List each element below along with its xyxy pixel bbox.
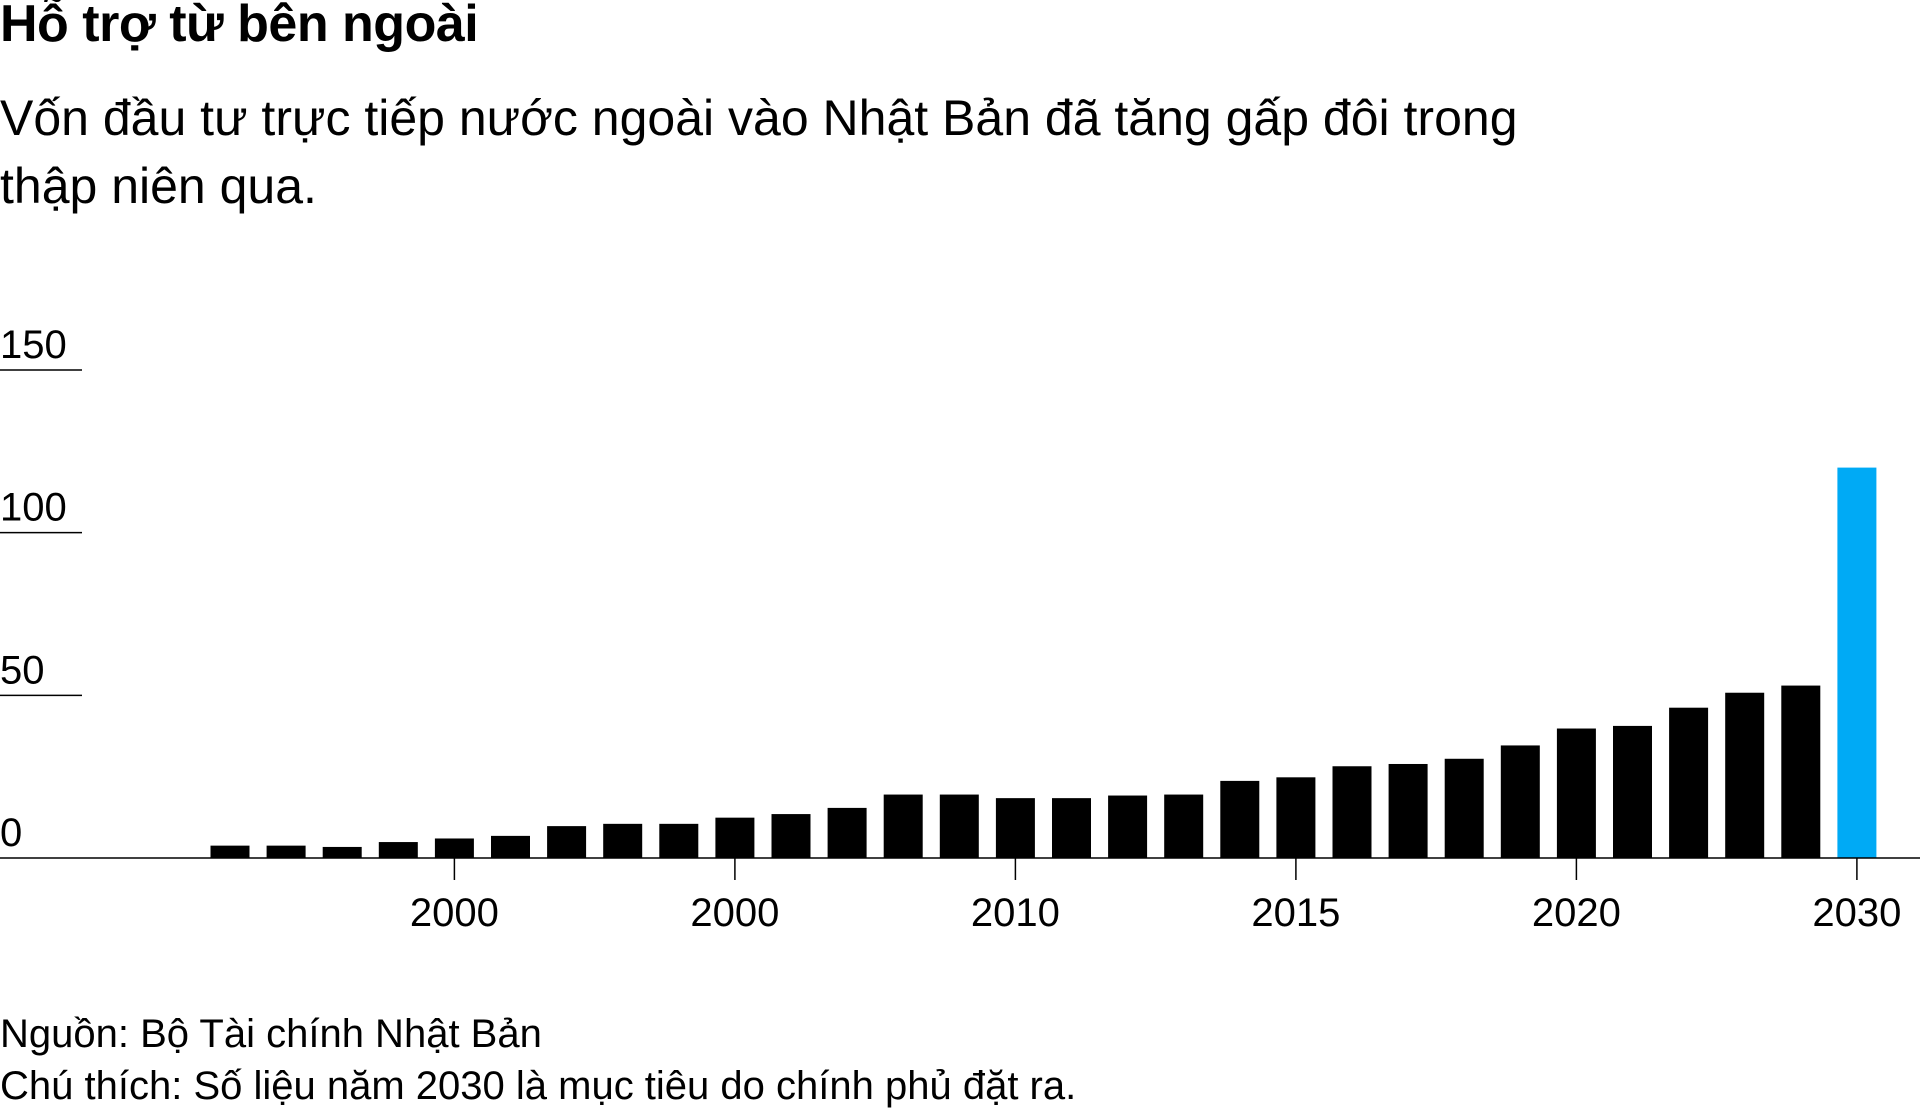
bar-target-2030 bbox=[1837, 467, 1877, 858]
y-tick-label: 150 bbox=[0, 323, 67, 367]
bar bbox=[1276, 777, 1316, 858]
bar bbox=[1108, 795, 1148, 858]
x-tick-label: 2010 bbox=[971, 891, 1060, 935]
bar bbox=[1556, 728, 1596, 858]
chart-title: Hỗ trợ từ bên ngoài bbox=[0, 0, 479, 53]
bar bbox=[883, 794, 923, 858]
x-tick-label: 2000 bbox=[690, 891, 779, 935]
bar bbox=[995, 798, 1035, 858]
x-tick-label: 2020 bbox=[1532, 891, 1621, 935]
bar bbox=[939, 794, 979, 858]
y-tick-label: 0 bbox=[0, 811, 22, 855]
bar bbox=[603, 823, 643, 858]
bar bbox=[266, 845, 306, 858]
bar bbox=[378, 842, 418, 858]
x-tick-label: 2015 bbox=[1251, 891, 1340, 935]
bar bbox=[1164, 794, 1204, 858]
x-tick-label: 2000 bbox=[410, 891, 499, 935]
bar bbox=[827, 807, 867, 858]
bar bbox=[771, 814, 811, 858]
bar bbox=[1500, 745, 1540, 858]
y-tick-label: 50 bbox=[0, 648, 45, 692]
bar bbox=[1781, 685, 1821, 858]
footnote: Chú thích: Số liệu năm 2030 là mục tiêu … bbox=[0, 1064, 1077, 1108]
x-tick-label: 2030 bbox=[1812, 891, 1901, 935]
bar bbox=[1332, 766, 1372, 858]
bar bbox=[1220, 780, 1260, 858]
bar bbox=[434, 838, 474, 858]
bar bbox=[715, 817, 755, 858]
bar bbox=[547, 826, 587, 858]
chart-subtitle: Vốn đầu tư trực tiếp nước ngoài vào Nhật… bbox=[0, 90, 1518, 214]
bar bbox=[1444, 758, 1484, 858]
bar bbox=[322, 846, 362, 858]
bar bbox=[1613, 725, 1652, 858]
bar bbox=[1052, 798, 1091, 858]
bar bbox=[1725, 692, 1765, 858]
bar bbox=[491, 835, 530, 858]
bar bbox=[659, 823, 699, 858]
y-tick-label: 100 bbox=[0, 486, 67, 530]
source-note: Nguồn: Bộ Tài chính Nhật Bản bbox=[0, 1012, 542, 1056]
bar bbox=[210, 845, 250, 858]
bar bbox=[1669, 707, 1709, 858]
bar bbox=[1388, 763, 1428, 858]
